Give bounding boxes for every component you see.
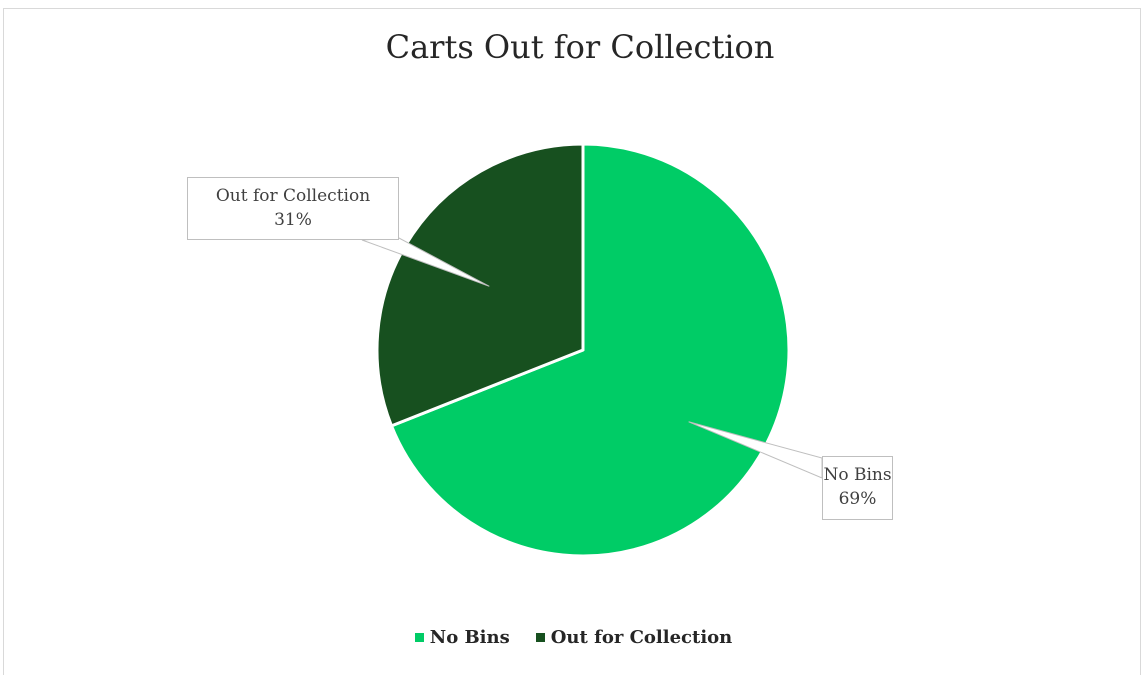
legend: No Bins Out for Collection <box>0 627 1147 648</box>
legend-item-out-for-collection: Out for Collection <box>535 627 733 648</box>
legend-swatch-no-bins <box>414 633 424 642</box>
pie-slice-out-for-collection <box>375 142 585 428</box>
pie-slice-no-bins <box>389 142 791 558</box>
chart-title: Carts Out for Collection <box>385 28 775 66</box>
chart-area <box>3 8 1141 675</box>
legend-swatch-out-for-collection <box>535 633 545 642</box>
data-label-no-bins-name: No Bins <box>823 465 892 485</box>
data-label-out-for-collection-name: Out for Collection <box>215 186 371 206</box>
data-label-out-for-collection-value: 31% <box>274 210 312 230</box>
legend-item-no-bins: No Bins <box>414 627 510 648</box>
legend-label-out-for-collection: Out for Collection <box>550 627 733 648</box>
legend-label-no-bins: No Bins <box>429 627 510 648</box>
data-label-no-bins-value: 69% <box>838 489 877 509</box>
data-label-out-for-collection: Out for Collection 31% <box>187 177 399 240</box>
data-label-no-bins: No Bins 69% <box>822 456 893 520</box>
